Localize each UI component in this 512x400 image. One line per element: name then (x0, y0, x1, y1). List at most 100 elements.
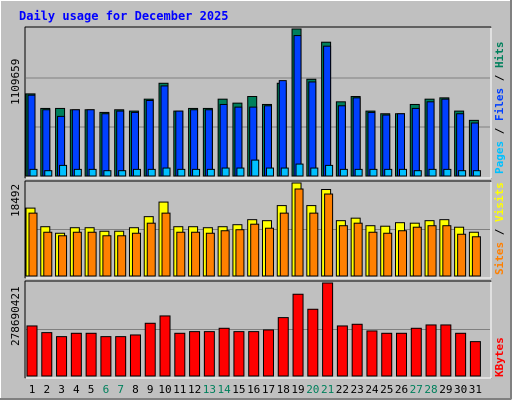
files-bar-day-13 (204, 109, 213, 177)
sites-bar-day-23 (353, 222, 363, 277)
legend-visits: Visits (493, 182, 506, 222)
sites-bar-day-15 (235, 229, 245, 277)
kbytes-bar-day-30 (455, 332, 467, 377)
kbytes-bar-day-8 (129, 334, 141, 377)
kbytes-bar-day-13 (203, 331, 215, 377)
x-tick-label-day-28: 28 (424, 383, 437, 396)
x-tick-label-day-29: 29 (439, 383, 452, 396)
pages-bar-day-2 (44, 170, 53, 177)
x-tick-label-day-3: 3 (58, 383, 65, 396)
files-bar-day-14 (219, 103, 228, 177)
x-tick-label-day-19: 19 (291, 383, 304, 396)
kbytes-bar-day-15 (233, 331, 245, 377)
pages-bar-day-17 (265, 167, 274, 177)
kbytes-bar-day-21 (322, 282, 334, 377)
legend-files: Files (493, 88, 506, 121)
files-bar-day-30 (456, 113, 465, 177)
sites-bar-day-14 (220, 230, 230, 277)
kbytes-bar-day-27 (410, 327, 422, 377)
sites-bar-day-16 (250, 223, 260, 277)
sites-bar-day-13 (205, 232, 215, 277)
files-bar-day-11 (175, 110, 184, 177)
files-bar-day-1 (27, 94, 36, 177)
legend-visits-sites: Sites / Visits (493, 182, 506, 275)
sites-bar-day-21 (324, 193, 334, 277)
kbytes-bar-day-11 (174, 332, 186, 377)
files-bar-day-2 (42, 109, 51, 177)
pages-bar-day-14 (221, 167, 230, 177)
pages-bar-day-27 (413, 170, 422, 177)
legend-hits-files-pages: Pages / Files / Hits (493, 42, 506, 175)
pages-bar-day-3 (59, 164, 68, 177)
sites-bar-day-24 (368, 231, 378, 277)
sites-bar-day-29 (442, 225, 452, 277)
sites-bar-day-30 (457, 233, 467, 277)
legend-pages: Pages (493, 141, 506, 174)
files-bar-day-4 (71, 109, 80, 177)
sites-bar-day-7 (117, 235, 127, 277)
pages-bar-day-31 (472, 170, 481, 177)
files-bar-day-22 (337, 105, 346, 177)
x-tick-label-day-17: 17 (262, 383, 275, 396)
kbytes-bar-day-23 (351, 323, 363, 377)
pages-bar-day-15 (236, 167, 245, 177)
sites-bar-day-5 (87, 231, 97, 277)
pages-bar-day-22 (339, 168, 348, 177)
x-tick-label-day-21: 21 (321, 383, 334, 396)
kbytes-bar-day-12 (189, 331, 201, 377)
pages-bar-day-19 (295, 163, 304, 177)
kbytes-bar-day-31 (469, 341, 481, 377)
kbytes-bar-day-6 (100, 336, 112, 377)
sites-bar-day-22 (338, 225, 348, 277)
panel-kbytes (24, 280, 492, 379)
legend-kbytes: KBytes (493, 337, 506, 377)
x-tick-label-day-14: 14 (218, 383, 232, 396)
x-tick-label-day-16: 16 (247, 383, 260, 396)
sites-bar-day-17 (264, 227, 274, 277)
files-bar-day-8 (130, 111, 139, 177)
kbytes-bar-day-2 (41, 332, 53, 377)
kbytes-bar-day-3 (56, 336, 68, 377)
files-bar-day-17 (263, 105, 272, 177)
files-bar-day-12 (190, 109, 199, 177)
x-tick-label-day-26: 26 (395, 383, 408, 396)
pages-bar-day-21 (325, 164, 334, 177)
files-bar-day-31 (470, 122, 479, 177)
x-tick-label-day-13: 13 (203, 383, 216, 396)
x-tick-label-day-27: 27 (410, 383, 423, 396)
pages-bar-day-5 (88, 168, 97, 177)
ymax-label-visits: 18492 (9, 184, 22, 217)
ymax-label-hits: 1109659 (9, 59, 22, 105)
pages-bar-day-10 (162, 167, 171, 177)
pages-bar-day-6 (103, 170, 112, 177)
ymax-label-kbytes: 278690421 (9, 286, 22, 346)
x-tick-label-day-20: 20 (306, 383, 319, 396)
x-tick-label-day-4: 4 (73, 383, 80, 396)
x-tick-label-day-2: 2 (43, 383, 50, 396)
sites-bar-day-9 (146, 222, 156, 277)
x-tick-label-day-18: 18 (277, 383, 290, 396)
x-tick-label-day-6: 6 (103, 383, 110, 396)
kbytes-bar-day-28 (425, 324, 437, 377)
files-bar-day-6 (101, 113, 110, 177)
sites-bar-day-12 (191, 231, 201, 277)
kbytes-bar-day-22 (336, 325, 348, 377)
pages-bar-day-1 (29, 168, 38, 177)
x-tick-label-day-15: 15 (232, 383, 245, 396)
pages-bar-day-9 (147, 168, 156, 177)
x-tick-label-day-25: 25 (380, 383, 393, 396)
sites-bar-day-18 (279, 212, 289, 277)
panel-visits-sites (24, 180, 492, 279)
legend-sites: Sites (493, 242, 506, 275)
kbytes-bar-day-19 (292, 293, 304, 377)
sites-bar-day-4 (72, 231, 82, 277)
kbytes-bar-day-16 (248, 331, 260, 377)
pages-bar-day-4 (73, 168, 82, 177)
kbytes-bar-day-5 (85, 332, 97, 377)
sites-bar-day-10 (161, 212, 171, 277)
pages-bar-day-30 (458, 170, 467, 177)
kbytes-bar-day-25 (381, 332, 393, 377)
kbytes-bar-day-10 (159, 315, 171, 377)
files-bar-day-15 (234, 106, 243, 177)
sites-bar-day-1 (28, 212, 38, 277)
